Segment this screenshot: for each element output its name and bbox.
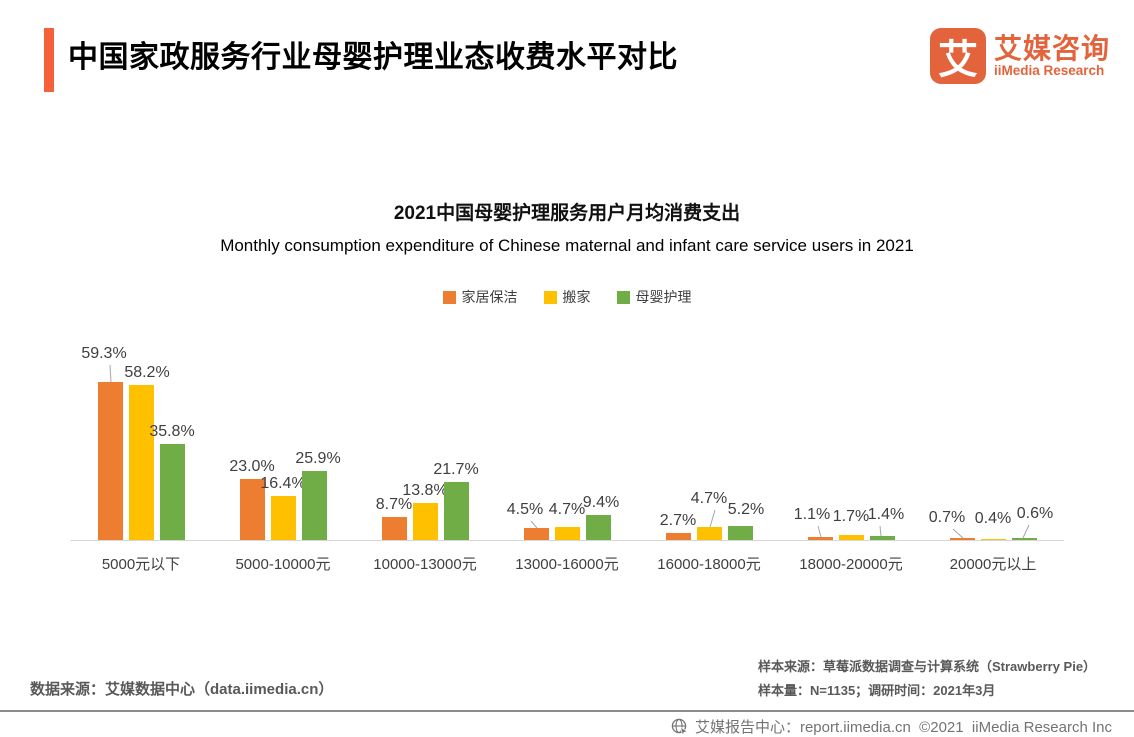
legend-swatch-icon <box>543 290 557 304</box>
chart-subtitle: Monthly consumption expenditure of Chine… <box>220 236 914 255</box>
category-label-20000元以上: 20000元以上 <box>949 556 1037 573</box>
bar-value-label: 1.4% <box>867 506 905 523</box>
bar-搬家-10000-13000元 <box>412 503 438 540</box>
data-source-note: 数据来源：艾媒数据中心（data.iimedia.cn） <box>30 681 334 698</box>
bar-家居保洁-16000-18000元 <box>665 533 691 540</box>
bar-value-label: 4.7% <box>690 490 728 507</box>
title-accent-bar <box>44 28 54 92</box>
category-label-10000-13000元: 10000-13000元 <box>373 556 477 573</box>
category-label-13000-16000元: 13000-16000元 <box>515 556 619 573</box>
iimedia-logo-icon: 艾 <box>929 28 986 84</box>
x-axis-categories: 5000元以下 5000-10000元 10000-13000元 13000-1600… <box>70 553 1064 574</box>
bar-value-label: 25.9% <box>295 450 341 467</box>
plot-area: 59.3% 58.2% 35.8% 23.0% 16.4% 25.9% 8.7% 13.8% 2… <box>70 330 1064 541</box>
bar-value-label: 16.4% <box>260 475 306 492</box>
bar-母婴护理-5000-10000元 <box>301 471 327 540</box>
iimedia-logo: 艾 艾媒咨询 iiMedia Research <box>929 28 1110 84</box>
bar-value-label: 13.8% <box>402 482 448 499</box>
page-title: 中国家政服务行业母婴护理业态收费水平对比 <box>68 41 678 74</box>
bar-搬家-18000-20000元 <box>838 535 864 540</box>
bar-母婴护理-13000-16000元 <box>585 515 611 540</box>
legend-swatch-icon <box>616 290 630 304</box>
globe-cursor-icon <box>671 718 689 736</box>
bar-value-label: 8.7% <box>375 496 413 513</box>
category-label-5000-10000元: 5000-10000元 <box>235 556 331 573</box>
chart-legend: 家居保洁 搬家 母婴护理 <box>0 287 1134 307</box>
bar-家居保洁-5000元以下 <box>97 382 123 540</box>
bar-value-label: 23.0% <box>229 458 275 475</box>
bar-母婴护理-16000-18000元 <box>727 526 753 540</box>
bar-搬家-5000元以下 <box>128 385 154 540</box>
bar-母婴护理-5000元以下 <box>159 444 185 540</box>
sample-notes: 样本来源：草莓派数据调查与计算系统（Strawberry Pie） 样本量：N=… <box>758 655 1096 703</box>
bar-value-label: 21.7% <box>433 461 479 478</box>
footer: 艾媒报告中心：report.iimedia.cn ©2021 iiMedia R… <box>671 716 1112 737</box>
legend-item-家居保洁: 家居保洁 <box>442 287 518 307</box>
bar-value-label: 58.2% <box>124 364 170 381</box>
bar-母婴护理-20000元以上 <box>1011 538 1037 540</box>
bar-搬家-16000-18000元 <box>696 527 722 540</box>
logo-name-en: iiMedia Research <box>993 62 1105 78</box>
bar-value-label: 5.2% <box>727 501 765 518</box>
legend-item-搬家: 搬家 <box>543 287 591 307</box>
bar-value-label: 2.7% <box>659 512 697 529</box>
bar-value-label: 1.1% <box>793 506 831 523</box>
bar-value-label: 59.3% <box>81 345 127 362</box>
bar-母婴护理-18000-20000元 <box>869 536 895 540</box>
bar-母婴护理-10000-13000元 <box>443 482 469 540</box>
bar-value-label: 0.6% <box>1016 505 1054 522</box>
bar-家居保洁-10000-13000元 <box>381 517 407 540</box>
bar-value-label: 4.7% <box>548 501 586 518</box>
category-label-18000-20000元: 18000-20000元 <box>799 556 903 573</box>
bar-value-label: 4.5% <box>506 501 544 518</box>
category-label-16000-18000元: 16000-18000元 <box>657 556 761 573</box>
legend-label: 家居保洁 <box>461 289 518 305</box>
bar-value-label: 1.7% <box>832 508 870 525</box>
sample-source-note: 样本来源：草莓派数据调查与计算系统（Strawberry Pie） <box>758 659 1097 674</box>
footer-divider <box>0 710 1134 712</box>
leader-lines <box>109 364 1030 539</box>
logo-text: 艾媒咨询 iiMedia Research <box>994 34 1110 78</box>
bar-value-label: 35.8% <box>149 423 195 440</box>
bar-搬家-20000元以上 <box>980 539 1006 540</box>
bar-家居保洁-5000-10000元 <box>239 479 265 540</box>
bar-搬家-13000-16000元 <box>554 527 580 540</box>
bar-家居保洁-18000-20000元 <box>807 537 833 540</box>
logo-name-cn: 艾媒咨询 <box>993 33 1110 65</box>
legend-label: 母婴护理 <box>635 289 692 305</box>
legend-label: 搬家 <box>562 289 591 305</box>
bar-value-label: 0.7% <box>928 509 966 526</box>
bar-家居保洁-20000元以上 <box>949 538 975 540</box>
bar-value-label: 9.4% <box>582 494 620 511</box>
legend-item-母婴护理: 母婴护理 <box>616 287 692 307</box>
bar-家居保洁-13000-16000元 <box>523 528 549 540</box>
category-label-5000元以下: 5000元以下 <box>101 556 181 573</box>
legend-swatch-icon <box>442 290 456 304</box>
bar-搬家-5000-10000元 <box>270 496 296 540</box>
bar-value-label: 0.4% <box>974 510 1012 527</box>
chart-title: 2021中国母婴护理服务用户月均消费支出 <box>393 203 741 224</box>
sample-size-note: 样本量：N=1135；调研时间：2021年3月 <box>758 683 996 698</box>
footer-text: 艾媒报告中心：report.iimedia.cn ©2021 iiMedia R… <box>694 719 1112 736</box>
